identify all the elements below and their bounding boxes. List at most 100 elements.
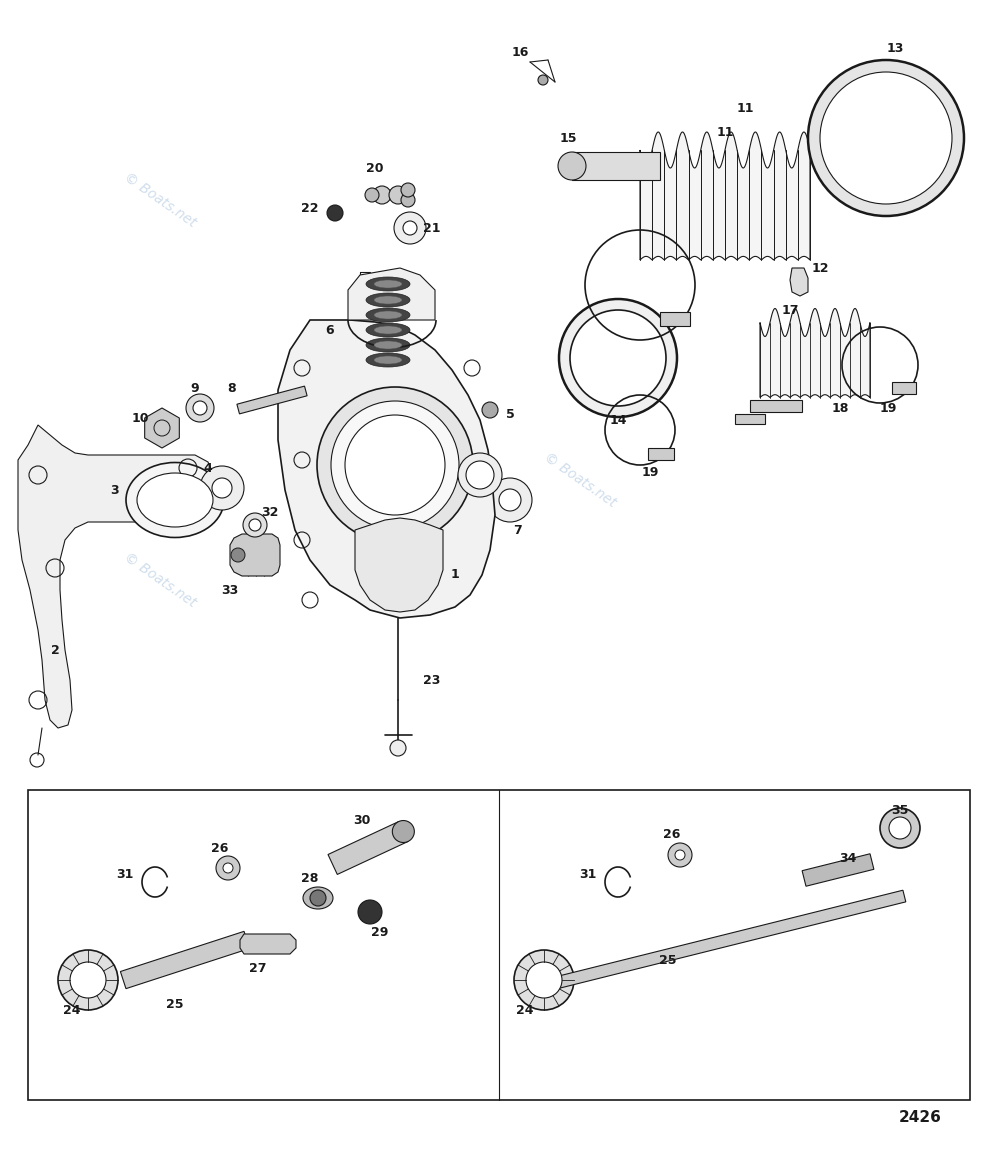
Circle shape [820, 71, 952, 204]
Circle shape [327, 205, 343, 221]
Circle shape [310, 890, 326, 906]
Ellipse shape [374, 311, 402, 319]
Circle shape [401, 193, 415, 208]
Text: 31: 31 [579, 868, 597, 882]
Circle shape [317, 387, 473, 543]
Circle shape [249, 519, 261, 532]
Circle shape [488, 478, 532, 522]
Text: 31: 31 [117, 868, 134, 882]
Circle shape [243, 513, 267, 537]
Circle shape [403, 221, 417, 235]
Polygon shape [534, 890, 906, 994]
Ellipse shape [303, 887, 333, 909]
Circle shape [186, 394, 214, 422]
Ellipse shape [366, 277, 410, 291]
Text: 19: 19 [642, 466, 659, 478]
Text: 14: 14 [609, 414, 627, 427]
Text: 1: 1 [451, 568, 459, 581]
Polygon shape [230, 534, 280, 576]
Circle shape [193, 401, 207, 415]
Text: 12: 12 [811, 262, 828, 274]
Text: 16: 16 [511, 45, 529, 59]
Ellipse shape [366, 338, 410, 352]
Bar [735, 414, 765, 424]
Ellipse shape [126, 462, 224, 537]
Bar [648, 449, 674, 460]
Polygon shape [760, 309, 870, 398]
Ellipse shape [366, 293, 410, 307]
Text: 35: 35 [891, 804, 909, 816]
Circle shape [390, 740, 406, 756]
Circle shape [526, 962, 562, 998]
Circle shape [675, 850, 685, 860]
Text: 24: 24 [63, 1003, 81, 1017]
Text: 3: 3 [111, 483, 120, 497]
Circle shape [558, 152, 586, 180]
Bar [750, 400, 802, 412]
Text: © Boats.net: © Boats.net [541, 450, 619, 510]
Ellipse shape [374, 341, 402, 349]
Ellipse shape [374, 296, 402, 304]
Ellipse shape [366, 323, 410, 337]
Circle shape [216, 856, 240, 880]
Text: © Boats.net: © Boats.net [122, 550, 199, 610]
Polygon shape [278, 321, 495, 618]
Text: 30: 30 [353, 814, 370, 827]
Text: 26: 26 [212, 842, 229, 854]
Polygon shape [348, 267, 435, 321]
Circle shape [358, 900, 382, 924]
Text: 4: 4 [204, 461, 213, 475]
Polygon shape [237, 386, 307, 414]
Circle shape [514, 950, 574, 1010]
Text: 17: 17 [781, 303, 798, 317]
Text: 29: 29 [371, 926, 388, 939]
Ellipse shape [559, 299, 677, 417]
Circle shape [70, 962, 106, 998]
Polygon shape [18, 425, 215, 728]
Text: 6: 6 [325, 324, 334, 337]
Text: 5: 5 [506, 408, 514, 422]
Text: 7: 7 [514, 523, 522, 536]
Text: 26: 26 [664, 829, 681, 842]
Text: © Boats.net: © Boats.net [581, 841, 659, 900]
Text: 33: 33 [222, 583, 239, 596]
Circle shape [668, 843, 692, 867]
Circle shape [499, 489, 521, 511]
Text: 22: 22 [301, 202, 318, 214]
Circle shape [373, 186, 391, 204]
Ellipse shape [137, 473, 213, 527]
Text: 18: 18 [831, 401, 848, 414]
Circle shape [58, 950, 118, 1010]
Circle shape [212, 478, 232, 498]
Text: 13: 13 [886, 42, 903, 54]
Circle shape [394, 212, 426, 244]
Circle shape [458, 453, 502, 497]
Polygon shape [355, 518, 443, 612]
Text: 11: 11 [717, 126, 734, 138]
Bar [28, 790, 970, 1100]
Text: 8: 8 [228, 382, 237, 394]
Text: 19: 19 [879, 401, 896, 414]
Circle shape [389, 186, 407, 204]
Bar [892, 382, 916, 394]
Ellipse shape [366, 308, 410, 322]
Polygon shape [802, 853, 874, 887]
Ellipse shape [374, 356, 402, 364]
Text: 10: 10 [132, 412, 149, 424]
Polygon shape [240, 934, 296, 954]
Text: 9: 9 [191, 382, 200, 394]
Circle shape [365, 188, 379, 202]
Text: 21: 21 [423, 221, 441, 234]
Polygon shape [121, 932, 250, 988]
Circle shape [331, 401, 459, 529]
Circle shape [466, 461, 494, 489]
Ellipse shape [374, 280, 402, 288]
Text: 27: 27 [250, 962, 266, 974]
Circle shape [200, 466, 244, 510]
Text: 25: 25 [167, 998, 184, 1011]
Ellipse shape [374, 326, 402, 334]
Circle shape [392, 821, 414, 843]
Circle shape [345, 415, 445, 515]
Circle shape [538, 75, 548, 85]
Ellipse shape [570, 310, 666, 406]
